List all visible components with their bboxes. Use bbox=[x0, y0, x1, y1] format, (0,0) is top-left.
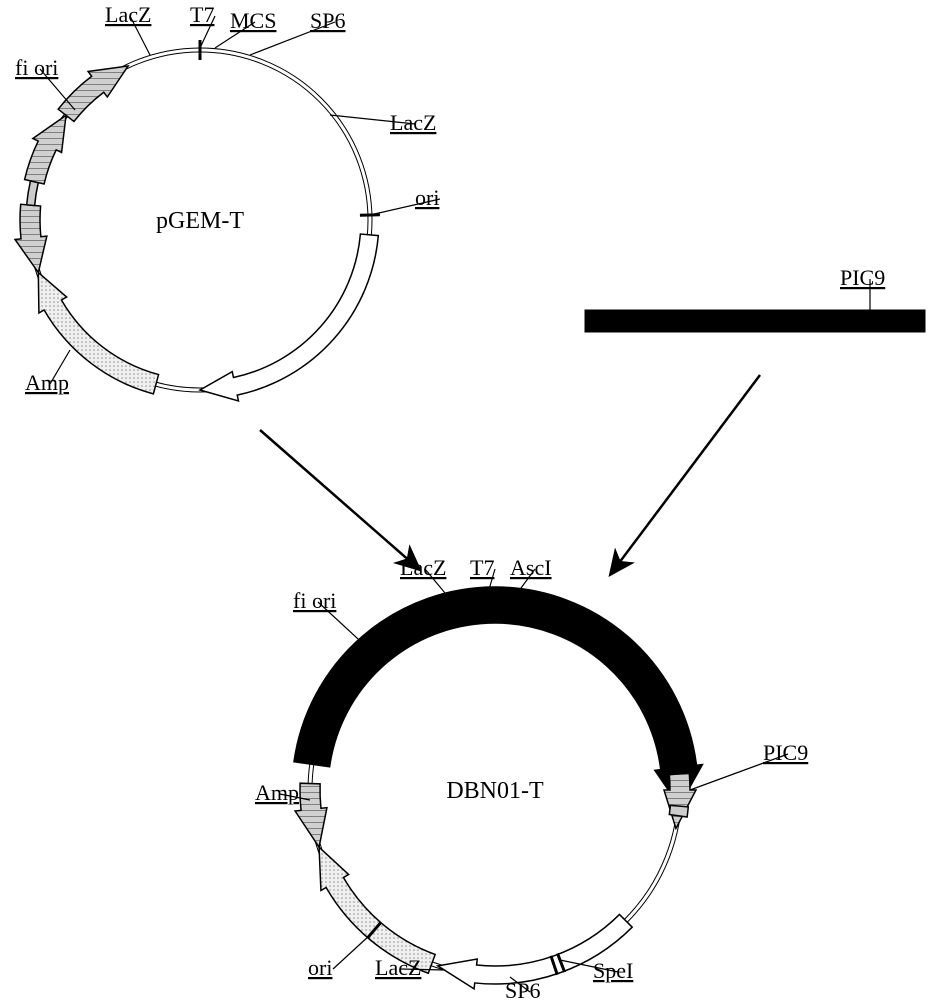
label-spei: SpeI bbox=[593, 958, 633, 983]
label-lacz: LacZ bbox=[105, 2, 151, 27]
label-mcs: MCS bbox=[230, 8, 276, 33]
plasmid-name: DBN01-T bbox=[446, 778, 544, 804]
label-pic9: PIC9 bbox=[840, 265, 885, 290]
label-asci: AscI bbox=[510, 555, 552, 580]
label-lacz: LacZ bbox=[390, 110, 436, 135]
label-pic9: PIC9 bbox=[763, 740, 808, 765]
pic9-fragment bbox=[585, 310, 925, 332]
feature-lacz bbox=[15, 204, 47, 272]
leader-line bbox=[333, 935, 370, 969]
feature-sp6 bbox=[25, 115, 66, 184]
flow-arrow bbox=[260, 430, 420, 570]
label-lacz: LacZ bbox=[400, 555, 446, 580]
label-t7: T7 bbox=[470, 555, 494, 580]
label-sp6: SP6 bbox=[310, 8, 345, 33]
label-t7: T7 bbox=[190, 2, 214, 27]
plasmid-name: pGEM-T bbox=[156, 208, 244, 234]
tick-ori bbox=[360, 215, 380, 216]
label-ori: ori bbox=[308, 955, 332, 980]
feature-pic9 bbox=[294, 587, 702, 806]
feature-lacz bbox=[295, 783, 327, 847]
label-sp6: SP6 bbox=[505, 978, 540, 1000]
feature-sp6 bbox=[669, 805, 688, 817]
label-ori: ori bbox=[415, 185, 439, 210]
feature-mcs bbox=[27, 181, 39, 206]
label-lacz: LacZ bbox=[375, 955, 421, 980]
label-amp: Amp bbox=[25, 370, 69, 395]
label-amp: Amp bbox=[255, 780, 299, 805]
label-fi ori: fi ori bbox=[293, 588, 336, 613]
feature-amp bbox=[200, 234, 378, 401]
label-fi ori: fi ori bbox=[15, 55, 58, 80]
feature-lacz bbox=[58, 66, 128, 122]
flow-arrow bbox=[610, 375, 760, 575]
